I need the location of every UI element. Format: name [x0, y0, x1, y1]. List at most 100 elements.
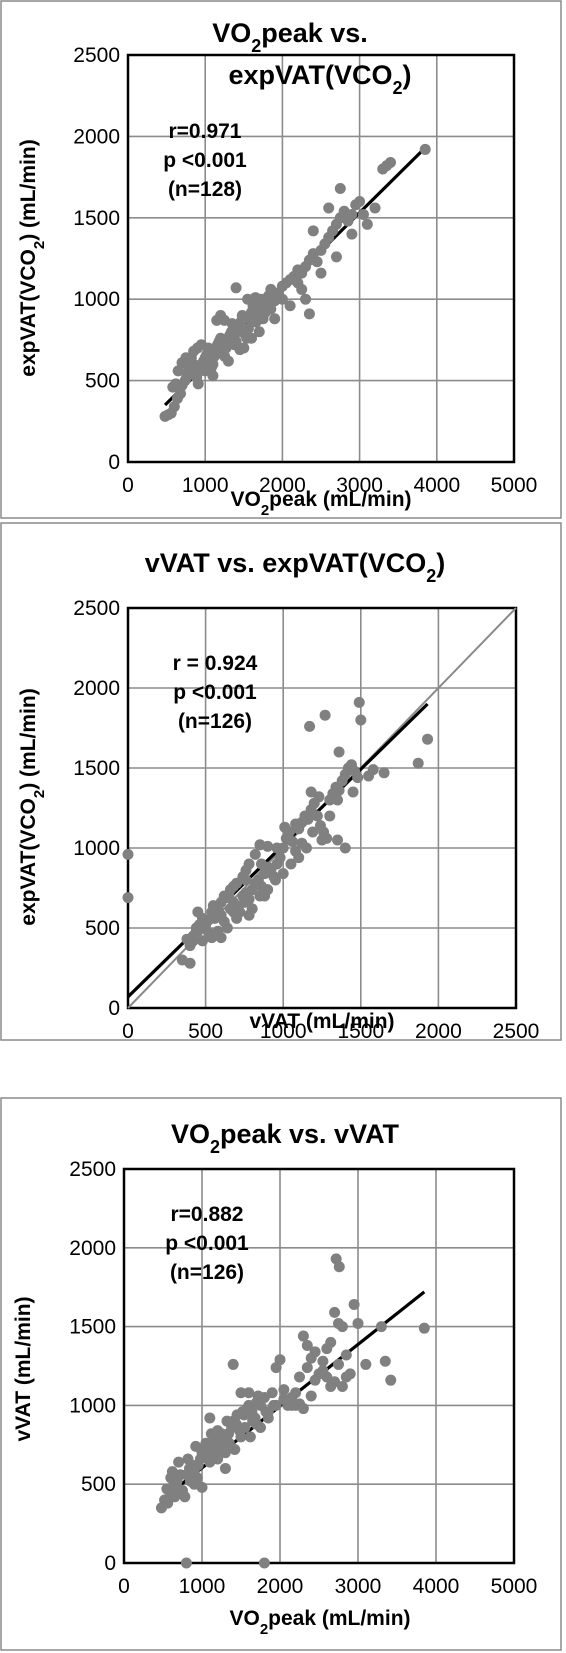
annotation-p: p <0.001 [165, 1232, 249, 1255]
data-point [180, 1557, 192, 1569]
data-point [257, 313, 269, 325]
data-point [213, 1444, 225, 1456]
data-point [290, 818, 302, 830]
data-point [379, 1355, 391, 1367]
data-point [219, 314, 230, 326]
data-point [206, 906, 218, 918]
data-point [333, 746, 345, 758]
data-point [378, 767, 390, 779]
data-point [369, 202, 381, 214]
data-point [276, 293, 288, 305]
data-point [221, 892, 233, 904]
data-point [162, 1497, 174, 1509]
y-tick-label: 0 [108, 997, 120, 1020]
annotation-n: (n=126) [178, 710, 252, 733]
x-tick-label: 1500 [337, 1020, 384, 1042]
data-point [216, 1428, 227, 1440]
x-axis-label: VO2peak (mL/min) [230, 488, 411, 519]
data-point [279, 821, 291, 833]
annotation-n: (n=126) [170, 1261, 244, 1284]
y-tick-label: 500 [85, 917, 120, 940]
data-point [249, 292, 261, 304]
data-point [192, 906, 204, 918]
data-point [269, 874, 281, 886]
data-point [294, 1371, 305, 1383]
data-point [167, 381, 179, 393]
data-point [265, 303, 277, 315]
data-point [339, 842, 351, 854]
data-point [169, 1491, 181, 1503]
data-point [161, 1483, 173, 1495]
data-point [287, 836, 299, 848]
data-point [316, 834, 328, 846]
data-point [212, 925, 224, 937]
data-point [301, 1362, 313, 1374]
data-point [297, 1330, 309, 1342]
chart-title: VO2peak vs. vVAT [171, 1119, 400, 1157]
data-point [230, 282, 242, 294]
data-point [307, 826, 319, 838]
plot-area-border [126, 606, 518, 1010]
data-point [324, 810, 336, 822]
y-tick-label: 1500 [69, 1316, 116, 1339]
data-point [332, 834, 344, 846]
data-point [323, 202, 335, 214]
data-point [211, 314, 223, 326]
data-point [174, 1469, 186, 1481]
data-point [207, 358, 219, 370]
data-point [385, 1374, 397, 1386]
data-point [313, 791, 325, 803]
data-point [334, 182, 346, 194]
data-point [228, 906, 240, 918]
data-point [190, 922, 202, 934]
data-point [188, 345, 200, 357]
data-point [253, 326, 265, 338]
data-point [361, 218, 373, 230]
annotation-p: p <0.001 [173, 681, 257, 704]
data-point [230, 336, 242, 348]
data-point [325, 1380, 337, 1392]
y-tick-label: 1500 [73, 207, 120, 230]
data-point [302, 813, 314, 825]
data-point [348, 1299, 360, 1311]
x-tick-label: 2000 [257, 1575, 304, 1598]
chart-title-line-1: VO2peak vs. [212, 18, 368, 56]
data-point [353, 696, 365, 708]
data-point [174, 388, 186, 400]
data-point [340, 1371, 352, 1383]
y-tick-label: 0 [108, 451, 120, 474]
panel-frame [0, 522, 562, 1041]
y-tick-label: 500 [85, 370, 120, 393]
data-point [325, 1336, 337, 1348]
x-axis-label: VO2peak (mL/min) [229, 1607, 410, 1638]
data-point [357, 209, 369, 221]
x-tick-label: 3000 [336, 474, 383, 497]
data-point [244, 1431, 256, 1443]
data-point [309, 1346, 321, 1358]
data-point [252, 1390, 264, 1402]
data-point [418, 1322, 430, 1334]
data-point [235, 1387, 247, 1399]
y-tick-label: 2500 [73, 44, 120, 67]
data-point [315, 267, 327, 279]
data-point [332, 794, 344, 806]
data-point [219, 1462, 231, 1474]
data-point [290, 1387, 302, 1399]
data-point [195, 339, 207, 351]
data-point [412, 757, 424, 769]
y-tick-label: 1000 [69, 1394, 116, 1417]
data-point [237, 1406, 249, 1418]
data-point [184, 957, 196, 969]
data-point [375, 1321, 387, 1333]
data-point [266, 1387, 278, 1399]
data-point [222, 355, 234, 367]
x-tick-label: 1000 [179, 1575, 226, 1598]
annotation-r: r = 0.924 [173, 652, 258, 675]
data-point [265, 283, 277, 295]
data-point [122, 892, 134, 904]
data-point [311, 256, 323, 268]
data-point [184, 940, 196, 952]
data-point [207, 370, 219, 382]
data-point [259, 890, 271, 902]
data-point [352, 1317, 364, 1329]
